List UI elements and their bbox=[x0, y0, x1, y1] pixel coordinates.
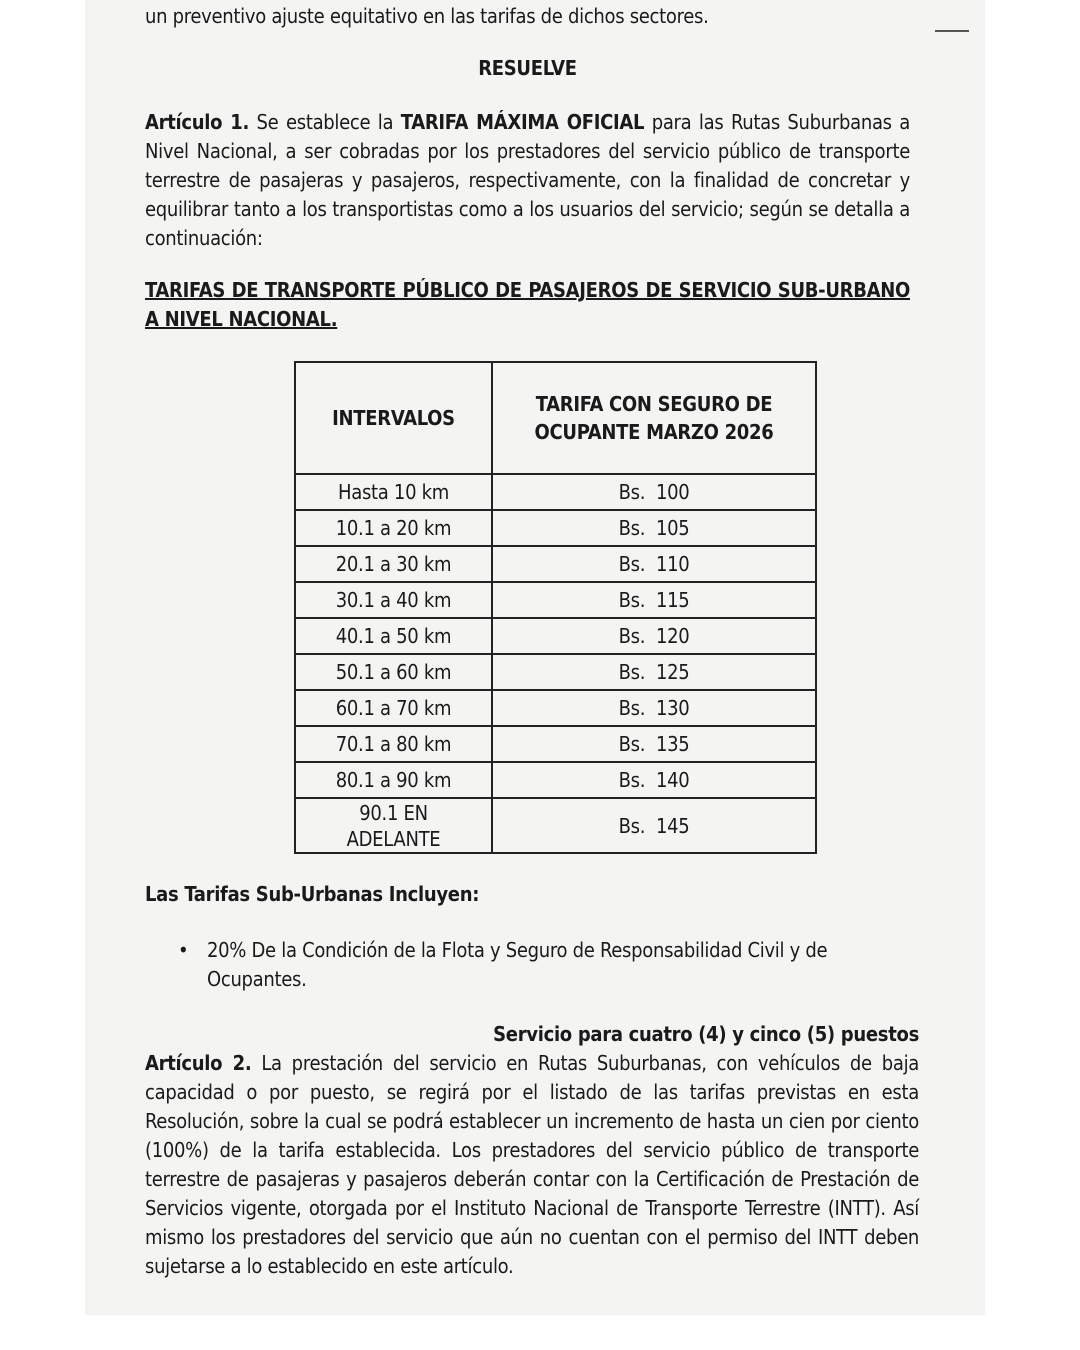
tariff-cell: Bs. 120 bbox=[491, 617, 817, 655]
tariff-cell: Bs. 130 bbox=[491, 689, 817, 727]
interval-cell: 70.1 a 80 km bbox=[294, 725, 493, 763]
article-2-text: La prestación del servicio en Rutas Subu… bbox=[145, 1051, 919, 1278]
interval-cell: 50.1 a 60 km bbox=[294, 653, 493, 691]
table-row: 40.1 a 50 km Bs. 120 bbox=[294, 617, 817, 655]
interval-cell: 10.1 a 20 km bbox=[294, 509, 493, 547]
resolution-heading: RESUELVE bbox=[478, 56, 577, 80]
interval-cell: 40.1 a 50 km bbox=[294, 617, 493, 655]
tariff-table: INTERVALOS TARIFA CON SEGURO DE OCUPANTE… bbox=[294, 361, 817, 854]
table-row: 80.1 a 90 km Bs. 140 bbox=[294, 761, 817, 799]
includes-list: • 20% De la Condición de la Flota y Segu… bbox=[178, 936, 908, 994]
table-row: 20.1 a 30 km Bs. 110 bbox=[294, 545, 817, 583]
interval-cell: 60.1 a 70 km bbox=[294, 689, 493, 727]
article-2: Artículo 2. La prestación del servicio e… bbox=[145, 1049, 919, 1281]
table-title: TARIFAS DE TRANSPORTE PÚBLICO DE PASAJER… bbox=[145, 278, 910, 331]
interval-cell: 90.1 EN ADELANTE bbox=[294, 797, 493, 854]
table-row: 30.1 a 40 km Bs. 115 bbox=[294, 581, 817, 619]
tariff-cell: Bs. 110 bbox=[491, 545, 817, 583]
header-tariff: TARIFA CON SEGURO DE OCUPANTE MARZO 2026 bbox=[491, 361, 817, 475]
tariff-cell: Bs. 125 bbox=[491, 653, 817, 691]
article-1-label: Artículo 1. bbox=[145, 110, 250, 134]
article-1-text-a: Se establece la bbox=[249, 110, 401, 134]
article-1: Artículo 1. Se establece la TARIFA MÁXIM… bbox=[145, 108, 910, 253]
tariff-cell: Bs. 105 bbox=[491, 509, 817, 547]
tariff-cell: Bs. 115 bbox=[491, 581, 817, 619]
intro-tail: un preventivo ajuste equitativo en las t… bbox=[145, 4, 709, 28]
interval-cell: 80.1 a 90 km bbox=[294, 761, 493, 799]
service-heading: Servicio para cuatro (4) y cinco (5) pue… bbox=[493, 1022, 919, 1046]
article-1-bold: TARIFA MÁXIMA OFICIAL bbox=[400, 110, 645, 134]
article-1-text-b: para las Rutas Suburbanas a Nivel Nacion… bbox=[145, 110, 911, 250]
tariff-cell: Bs. 100 bbox=[491, 473, 817, 511]
tariff-cell: Bs. 140 bbox=[491, 761, 817, 799]
header-intervals: INTERVALOS bbox=[294, 361, 493, 475]
includes-item: 20% De la Condición de la Flota y Seguro… bbox=[207, 938, 828, 991]
tariff-cell: Bs. 145 bbox=[491, 797, 817, 854]
pen-mark bbox=[935, 30, 969, 32]
table-row: 60.1 a 70 km Bs. 130 bbox=[294, 689, 817, 727]
table-header-row: INTERVALOS TARIFA CON SEGURO DE OCUPANTE… bbox=[294, 361, 817, 475]
interval-cell: 30.1 a 40 km bbox=[294, 581, 493, 619]
includes-title: Las Tarifas Sub-Urbanas Incluyen: bbox=[145, 882, 480, 906]
table-row: 90.1 EN ADELANTE Bs. 145 bbox=[294, 797, 817, 854]
table-row: 50.1 a 60 km Bs. 125 bbox=[294, 653, 817, 691]
table-row: 10.1 a 20 km Bs. 105 bbox=[294, 509, 817, 547]
table-row: Hasta 10 km Bs. 100 bbox=[294, 473, 817, 511]
article-2-label: Artículo 2. bbox=[145, 1051, 252, 1075]
tariff-cell: Bs. 135 bbox=[491, 725, 817, 763]
interval-cell: Hasta 10 km bbox=[294, 473, 493, 511]
bullet-icon: • bbox=[178, 938, 189, 962]
interval-cell: 20.1 a 30 km bbox=[294, 545, 493, 583]
table-row: 70.1 a 80 km Bs. 135 bbox=[294, 725, 817, 763]
